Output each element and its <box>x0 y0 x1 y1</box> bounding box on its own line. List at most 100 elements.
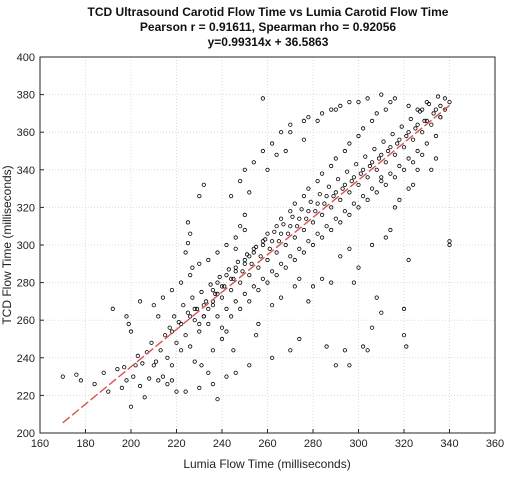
data-point <box>404 133 409 139</box>
data-point <box>181 303 186 308</box>
data-point <box>215 314 220 319</box>
data-point <box>206 306 211 311</box>
data-point <box>301 250 306 255</box>
data-point <box>383 160 388 165</box>
data-point <box>247 254 252 259</box>
data-point <box>397 197 402 202</box>
data-point <box>238 306 243 311</box>
data-point <box>278 261 284 266</box>
data-point <box>131 374 136 379</box>
data-point <box>329 163 334 169</box>
data-point <box>229 314 234 319</box>
data-point <box>406 130 411 135</box>
data-point <box>269 355 275 360</box>
data-point <box>272 229 277 234</box>
data-point <box>338 103 343 109</box>
data-point <box>329 205 334 210</box>
data-point <box>342 148 347 154</box>
data-point <box>156 314 161 319</box>
data-point <box>197 194 202 199</box>
data-point <box>288 122 293 127</box>
data-point <box>351 201 356 206</box>
data-point <box>429 122 434 127</box>
data-point <box>238 224 243 229</box>
data-point <box>438 115 443 120</box>
data-point <box>365 348 370 353</box>
data-point <box>233 246 238 251</box>
data-point <box>226 267 231 272</box>
x-tick-label: 340 <box>440 438 458 450</box>
data-point <box>329 107 334 112</box>
data-point <box>197 261 202 266</box>
y-tick-label: 300 <box>17 240 35 252</box>
data-point <box>367 163 372 169</box>
data-point <box>185 310 190 315</box>
data-point <box>379 92 384 97</box>
data-point <box>317 192 322 197</box>
data-point <box>242 227 247 233</box>
data-point <box>267 246 272 251</box>
y-tick-label: 340 <box>17 165 35 177</box>
data-point <box>447 100 452 105</box>
y-axis-ticks: 200 220 240 260 280 300 320 340 360 380 400 <box>17 52 44 440</box>
data-point <box>388 171 393 176</box>
data-point <box>292 284 297 289</box>
data-point <box>319 276 325 281</box>
data-point <box>153 359 159 364</box>
y-tick-label: 320 <box>17 202 35 214</box>
data-point <box>235 259 240 264</box>
data-point <box>179 348 184 353</box>
data-point <box>324 224 329 229</box>
data-point <box>128 329 134 334</box>
data-point <box>315 201 320 206</box>
data-point <box>399 124 404 129</box>
y-tick-label: 400 <box>17 52 35 64</box>
data-point <box>258 254 263 259</box>
data-point <box>315 118 320 124</box>
data-point <box>265 231 270 236</box>
y-tick-label: 240 <box>17 353 35 365</box>
data-point <box>354 162 359 167</box>
data-point <box>174 389 179 394</box>
data-point <box>185 241 190 246</box>
data-point <box>406 103 411 109</box>
data-point <box>322 201 327 206</box>
data-point <box>433 156 438 161</box>
data-point <box>188 231 193 236</box>
data-point <box>124 378 129 383</box>
data-point <box>424 100 429 105</box>
y-tick-label: 380 <box>17 90 35 102</box>
data-point <box>274 250 279 255</box>
data-point <box>229 276 234 281</box>
x-tick-label: 260 <box>258 438 276 450</box>
data-point <box>333 107 338 112</box>
data-point <box>447 239 452 244</box>
data-point <box>269 269 275 274</box>
data-point <box>233 299 238 304</box>
data-point <box>358 171 363 176</box>
data-point <box>290 214 295 219</box>
data-point <box>347 141 352 146</box>
data-point <box>201 182 206 187</box>
data-point <box>156 378 161 383</box>
data-point <box>135 353 140 358</box>
data-point <box>278 130 284 135</box>
data-point <box>217 274 222 280</box>
data-point <box>251 284 256 289</box>
data-point <box>254 333 259 338</box>
data-point <box>306 209 311 214</box>
data-point <box>347 100 352 105</box>
data-point <box>231 348 236 353</box>
data-point <box>240 269 245 274</box>
data-point <box>415 167 420 172</box>
data-point <box>344 169 350 174</box>
y-tick-label: 360 <box>17 127 35 139</box>
data-point <box>78 378 84 383</box>
data-point <box>415 122 420 127</box>
data-point <box>431 111 436 116</box>
data-point <box>224 374 229 379</box>
data-point <box>138 299 143 304</box>
data-point <box>190 265 195 270</box>
data-point <box>128 404 134 409</box>
chart-title-line-1: TCD Ultrasound Carotid Flow Time vs Lumi… <box>88 5 449 19</box>
